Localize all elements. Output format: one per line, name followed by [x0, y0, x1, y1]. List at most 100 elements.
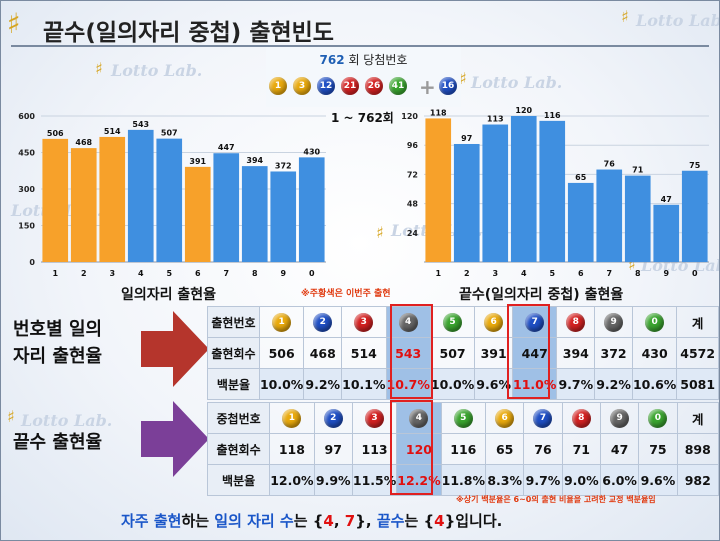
bar — [99, 136, 126, 262]
count-cell: 116 — [440, 433, 487, 465]
x-tick-label: 5 — [549, 269, 555, 278]
number-ball: 1 — [272, 313, 292, 332]
count-cell: 113 — [351, 433, 398, 465]
watermark: Lotto Lab. — [471, 73, 563, 92]
winning-ball: 21 — [341, 77, 359, 95]
percent-cell: 9.7% — [523, 464, 563, 496]
data-label: 543 — [132, 120, 149, 129]
lotto-logo-icon: ♯ — [95, 59, 103, 78]
ball-cell: 7 — [523, 402, 563, 434]
x-tick-label: 1 — [435, 269, 441, 278]
ball-cell: 4 — [385, 306, 431, 338]
percent-cell: 10.6% — [631, 368, 678, 400]
bar — [425, 118, 452, 262]
watermark: Lotto Lab. — [636, 11, 720, 30]
bar — [453, 143, 480, 262]
data-label: 468 — [75, 138, 92, 147]
ball-cell: 2 — [303, 306, 343, 338]
x-tick-label: 0 — [692, 269, 698, 278]
bar — [653, 204, 680, 262]
count-cell: 65 — [484, 433, 525, 465]
number-ball: 9 — [610, 409, 630, 428]
summary-part: 자주 출현 — [121, 512, 182, 530]
data-label: 514 — [104, 127, 121, 136]
number-ball: 5 — [453, 409, 473, 428]
data-label: 430 — [303, 147, 320, 156]
lotto-logo-icon: ♯ — [459, 69, 467, 88]
orange-note: ※주황색은 이번주 출현 — [301, 289, 391, 299]
ball-cell: 4 — [396, 402, 442, 434]
round-label: 회 당첨번호 — [348, 53, 408, 67]
bar-charts: 6004503001500506146825143543450753916447… — [18, 106, 709, 278]
total-header: 계 — [676, 402, 719, 434]
data-label: 75 — [689, 161, 701, 170]
lotto-logo-icon: ♯ — [628, 255, 636, 274]
row-header: 백분율 — [206, 464, 271, 496]
number-ball: 6 — [484, 313, 504, 332]
highlight-frame-7 — [507, 304, 550, 399]
arrow-right-icon — [141, 401, 209, 477]
side-label-second: 끝수 출현율 — [13, 432, 103, 453]
count-cell: 898 — [676, 433, 719, 465]
percent-cell: 9.6% — [474, 368, 514, 400]
data-label: 372 — [275, 161, 292, 170]
bonus-ball: 16 — [439, 77, 457, 95]
x-tick-label: 8 — [635, 269, 641, 278]
ball-cell: 9 — [594, 306, 633, 338]
percent-note: ※상기 백분율은 6~0의 출현 비율을 고려한 교정 백분율임 — [456, 495, 656, 504]
total-header: 계 — [676, 306, 719, 338]
percent-cell: 10.1% — [341, 368, 387, 400]
count-cell: 372 — [594, 337, 633, 369]
chart2-caption: 끝수(일의자리 중첩) 출현율 — [459, 287, 624, 303]
ball-cell: 5 — [440, 402, 487, 434]
data-label: 47 — [661, 195, 672, 204]
count-cell: 118 — [269, 433, 315, 465]
x-tick-label: 0 — [309, 269, 315, 278]
data-label: 118 — [430, 108, 447, 117]
summary-part: 끝수 — [376, 512, 405, 530]
data-label: 507 — [161, 129, 178, 138]
y-tick-label: 600 — [18, 112, 35, 121]
ball-cell: 3 — [351, 402, 398, 434]
number-ball: 8 — [571, 409, 591, 428]
number-ball: 6 — [495, 409, 515, 428]
chart1-caption: 일의자리 출현율 — [121, 287, 217, 303]
winning-ball: 41 — [389, 77, 407, 95]
row-header: 출현번호 — [207, 306, 260, 338]
summary-part: 일의 자리 수 — [214, 512, 294, 530]
summary-part: 7 — [344, 512, 356, 530]
data-label: 120 — [515, 106, 532, 115]
percent-cell: 982 — [676, 464, 719, 496]
summary-part: }입니다. — [444, 512, 503, 530]
bar — [567, 182, 594, 262]
highlight-frame-4 — [390, 304, 433, 399]
ball-cell: 0 — [638, 402, 678, 434]
number-ball: 7 — [525, 313, 545, 332]
x-tick-label: 1 — [52, 269, 58, 278]
ones-digit-table: 출현번호 1 2 3 4 5 6 7 8 9 0 계 출현회수 506 468 514 543 507 391 44… — [207, 306, 719, 400]
winning-numbers-title: 762 회 당첨번호 — [266, 51, 461, 68]
data-label: 391 — [189, 157, 206, 166]
winning-ball: 12 — [317, 77, 335, 95]
page-title: 끝수(일의자리 중첩) 출현빈도 — [43, 20, 334, 46]
percent-cell: 12.2% — [396, 464, 442, 496]
percent-cell: 11.5% — [351, 464, 398, 496]
percent-cell: 10.7% — [385, 368, 431, 400]
number-ball: 9 — [604, 313, 624, 332]
y-tick-label: 300 — [18, 185, 35, 194]
x-tick-label: 3 — [109, 269, 115, 278]
y-tick-label: 150 — [18, 222, 35, 231]
percent-cell: 9.6% — [638, 464, 678, 496]
bar — [241, 166, 268, 262]
number-ball: 3 — [354, 313, 374, 332]
ball-cell: 1 — [269, 402, 315, 434]
number-ball: 1 — [282, 409, 302, 428]
ball-cell: 9 — [599, 402, 640, 434]
row-header: 중첩번호 — [206, 402, 271, 434]
side-label-line: 번호별 일의 — [13, 319, 103, 340]
count-cell: 75 — [638, 433, 678, 465]
percent-cell: 9.0% — [561, 464, 601, 496]
percent-cell: 11.8% — [440, 464, 487, 496]
side-label-first: 번호별 일의 자리 출현율 — [13, 316, 102, 370]
